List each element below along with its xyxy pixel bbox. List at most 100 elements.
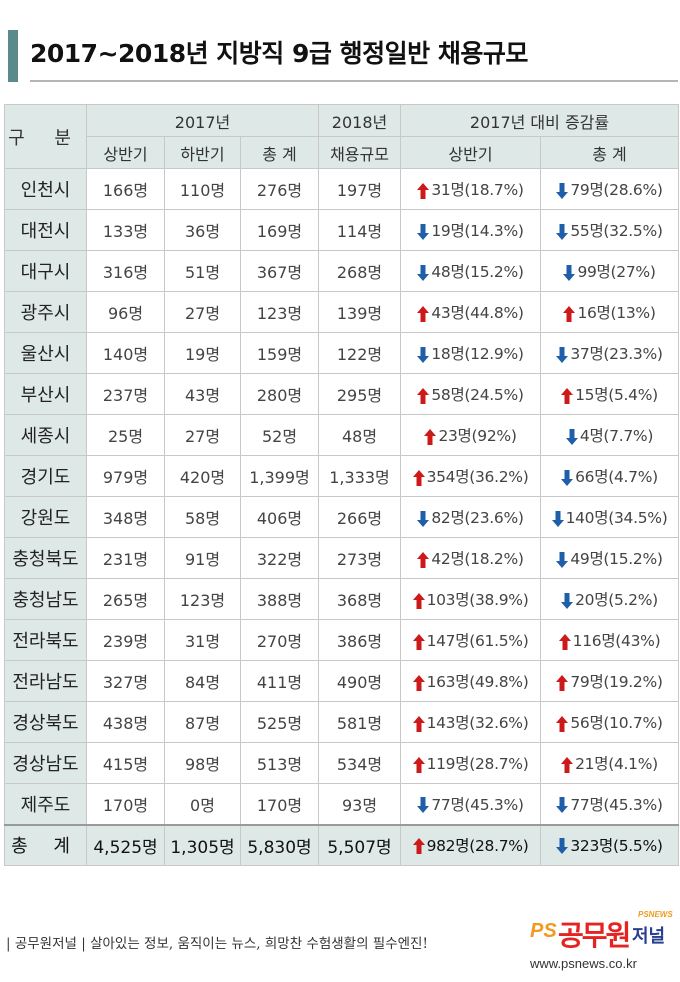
header-change-total: 총 계 bbox=[540, 136, 680, 169]
psnews-logo: PS 공무원 저널 PSNEWS bbox=[530, 910, 678, 960]
total-cell: 52명 bbox=[239, 414, 320, 456]
change-value: 147명(61.5%) bbox=[426, 632, 529, 650]
change-total-cell: 49명(15.2%) bbox=[540, 537, 680, 579]
change-first-half-cell: 354명(36.2%) bbox=[400, 455, 542, 497]
region-cell: 대전시 bbox=[4, 209, 87, 251]
hiring-2018-cell: 122명 bbox=[318, 332, 402, 374]
change-first-half-cell: 19명(14.3%) bbox=[400, 209, 542, 251]
table-row: 충청남도 265명 123명 388명 368명 103명(38.9%) 20명(5.2%) bbox=[4, 578, 680, 620]
change-value: 23명(92%) bbox=[438, 427, 517, 445]
change-value: 79명(19.2%) bbox=[570, 673, 663, 691]
change-first-half-cell: 163명(49.8%) bbox=[400, 660, 542, 702]
first-half-cell: 239명 bbox=[86, 619, 165, 661]
arrow-down-icon bbox=[556, 180, 570, 199]
logo-sub-text: 저널 bbox=[632, 926, 666, 947]
change-value: 58명(24.5%) bbox=[431, 386, 524, 404]
table-row: 부산시 237명 43명 280명 295명 58명(24.5%) 15명(5.4%) bbox=[4, 373, 680, 415]
total-cell: 159명 bbox=[239, 332, 320, 374]
change-value: 982명(28.7%) bbox=[426, 837, 529, 856]
first-half-cell: 140명 bbox=[86, 332, 165, 374]
table-row: 광주시 96명 27명 123명 139명 43명(44.8%) 16명(13%) bbox=[4, 291, 680, 333]
table-row: 경상남도 415명 98명 513명 534명 119명(28.7%) 21명(4.1%) bbox=[4, 742, 680, 784]
arrow-up-icon bbox=[561, 754, 575, 773]
change-value: 18명(12.9%) bbox=[431, 345, 524, 363]
change-total-cell: 15명(5.4%) bbox=[540, 373, 680, 415]
change-value: 48명(15.2%) bbox=[431, 263, 524, 281]
region-cell: 전라남도 bbox=[4, 660, 87, 702]
header-row-2: 상반기 하반기 총 계 채용규모 상반기 총 계 bbox=[5, 136, 680, 169]
total-cell: 406명 bbox=[239, 496, 320, 538]
logo-tag-text: PSNEWS bbox=[638, 910, 673, 919]
logo-main-text: 공무원 bbox=[558, 919, 631, 952]
arrow-down-icon bbox=[417, 508, 431, 527]
second-half-cell: 36명 bbox=[164, 209, 241, 251]
total-cell: 169명 bbox=[239, 209, 320, 251]
change-first-half-cell: 982명(28.7%) bbox=[400, 823, 542, 866]
hiring-2018-cell: 197명 bbox=[318, 168, 402, 210]
arrow-down-icon bbox=[556, 549, 570, 568]
hiring-2018-cell: 114명 bbox=[318, 209, 402, 251]
second-half-cell: 420명 bbox=[164, 455, 241, 497]
hiring-2018-cell: 368명 bbox=[318, 578, 402, 620]
header-row-1: 구 분 2017년 2018년 2017년 대비 증감률 bbox=[4, 104, 680, 169]
change-total-cell: 79명(28.6%) bbox=[540, 168, 680, 210]
region-cell: 경기도 bbox=[4, 455, 87, 497]
change-total-cell: 99명(27%) bbox=[540, 250, 680, 292]
region-cell: 총 계 bbox=[4, 823, 87, 866]
change-value: 163명(49.8%) bbox=[426, 673, 529, 691]
change-value: 31명(18.7%) bbox=[431, 181, 524, 199]
arrow-up-icon bbox=[412, 631, 427, 650]
change-total-cell: 116명(43%) bbox=[540, 619, 680, 661]
table-row: 제주도 170명 0명 170명 93명 77명(45.3%) 77명(45.3%) bbox=[4, 783, 680, 825]
hiring-2018-cell: 93명 bbox=[318, 783, 402, 825]
region-cell: 부산시 bbox=[4, 373, 87, 415]
change-value: 66명(4.7%) bbox=[575, 468, 658, 486]
arrow-down-icon bbox=[565, 426, 580, 445]
region-cell: 세종시 bbox=[4, 414, 87, 456]
change-total-cell: 55명(32.5%) bbox=[540, 209, 680, 251]
second-half-cell: 0명 bbox=[164, 783, 241, 825]
change-value: 79명(28.6%) bbox=[570, 181, 663, 199]
first-half-cell: 231명 bbox=[86, 537, 165, 579]
header-change-first-half: 상반기 bbox=[400, 136, 542, 169]
page-title: 2017~2018년 지방직 9급 행정일반 채용규모 bbox=[30, 39, 528, 68]
total-cell: 276명 bbox=[239, 168, 320, 210]
region-cell: 강원도 bbox=[4, 496, 87, 538]
first-half-cell: 348명 bbox=[86, 496, 165, 538]
header-second-half: 하반기 bbox=[164, 136, 241, 169]
first-half-cell: 979명 bbox=[86, 455, 165, 497]
change-first-half-cell: 119명(28.7%) bbox=[400, 742, 542, 784]
region-cell: 광주시 bbox=[4, 291, 87, 333]
header-first-half: 상반기 bbox=[86, 136, 165, 169]
arrow-up-icon bbox=[417, 549, 431, 568]
hiring-2018-cell: 268명 bbox=[318, 250, 402, 292]
table-row: 경기도 979명 420명 1,399명 1,333명 354명(36.2%) 66명(4.… bbox=[4, 455, 680, 497]
arrow-down-icon bbox=[556, 836, 570, 856]
first-half-cell: 327명 bbox=[86, 660, 165, 702]
change-total-cell: 37명(23.3%) bbox=[540, 332, 680, 374]
header-2017: 2017년 bbox=[85, 104, 320, 137]
change-value: 20명(5.2%) bbox=[575, 591, 658, 609]
second-half-cell: 31명 bbox=[164, 619, 241, 661]
change-first-half-cell: 82명(23.6%) bbox=[400, 496, 542, 538]
change-total-cell: 56명(10.7%) bbox=[540, 701, 680, 743]
second-half-cell: 110명 bbox=[164, 168, 241, 210]
first-half-cell: 170명 bbox=[86, 783, 165, 825]
arrow-down-icon bbox=[561, 467, 575, 486]
change-first-half-cell: 58명(24.5%) bbox=[400, 373, 542, 415]
arrow-up-icon bbox=[556, 672, 570, 691]
change-value: 19명(14.3%) bbox=[431, 222, 524, 240]
region-cell: 제주도 bbox=[4, 783, 87, 825]
change-value: 43명(44.8%) bbox=[431, 304, 524, 322]
total-cell: 513명 bbox=[239, 742, 320, 784]
change-first-half-cell: 18명(12.9%) bbox=[400, 332, 542, 374]
hiring-2018-cell: 5,507명 bbox=[318, 823, 402, 866]
first-half-cell: 415명 bbox=[86, 742, 165, 784]
second-half-cell: 43명 bbox=[164, 373, 241, 415]
change-first-half-cell: 23명(92%) bbox=[400, 414, 542, 456]
region-cell: 울산시 bbox=[4, 332, 87, 374]
header-gubun: 구 분 bbox=[4, 104, 87, 169]
second-half-cell: 1,305명 bbox=[164, 823, 241, 866]
change-first-half-cell: 143명(32.6%) bbox=[400, 701, 542, 743]
table-row: 강원도 348명 58명 406명 266명 82명(23.6%) 140명(34.5%) bbox=[4, 496, 680, 538]
